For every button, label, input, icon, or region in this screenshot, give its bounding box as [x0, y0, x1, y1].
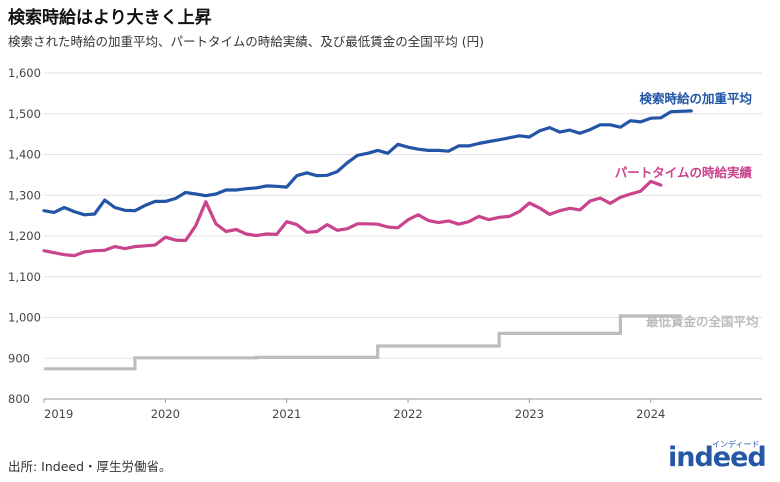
- part-time-wage-label: パートタイムの時給実績: [615, 165, 753, 180]
- x-tick-label: 2022: [393, 407, 422, 421]
- part-time-wage-line: [42, 179, 663, 258]
- x-tick-label: 2019: [44, 407, 73, 421]
- logo-kana: インディード: [712, 440, 760, 449]
- indeed-logo: インディード indeed: [668, 440, 767, 474]
- logo-wordmark: indeed: [668, 442, 767, 473]
- y-tick-label: 1,000: [8, 311, 41, 325]
- y-tick-label: 1,500: [8, 107, 41, 121]
- chart-subtitle: 検索された時給の加重平均、パートタイムの時給実績、及び最低賃金の全国平均 (円): [8, 34, 484, 49]
- x-tick-label: 2021: [272, 407, 301, 421]
- y-tick-label: 1,600: [8, 66, 41, 80]
- y-tick-label: 1,100: [8, 270, 41, 284]
- x-tick-label: 2024: [636, 407, 665, 421]
- y-tick-label: 1,400: [8, 148, 41, 162]
- y-tick-label: 800: [8, 392, 30, 406]
- grid-lines: [44, 72, 762, 400]
- chart-title: 検索時給はより大きく上昇: [8, 8, 212, 28]
- x-axis: 2019 2020 2021 2022 2023 2024: [43, 398, 762, 421]
- y-tick-label: 900: [8, 351, 30, 365]
- y-axis: 800 900 1,000 1,100 1,200 1,300 1,400 1,500 1,60…: [8, 66, 41, 406]
- minimum-wage-label: 最低賃金の全国平均: [646, 314, 759, 329]
- minimum-wage-line: [44, 314, 682, 371]
- y-tick-label: 1,300: [8, 188, 41, 202]
- x-tick-label: 2020: [151, 407, 180, 421]
- x-tick-label: 2023: [515, 407, 544, 421]
- y-tick-label: 1,200: [8, 229, 41, 243]
- source-note: 出所: Indeed・厚生労働省。: [8, 459, 172, 474]
- search-wage-label: 検索時給の加重平均: [639, 91, 752, 106]
- search-wage-line: [42, 109, 693, 217]
- series-lines: [42, 109, 693, 371]
